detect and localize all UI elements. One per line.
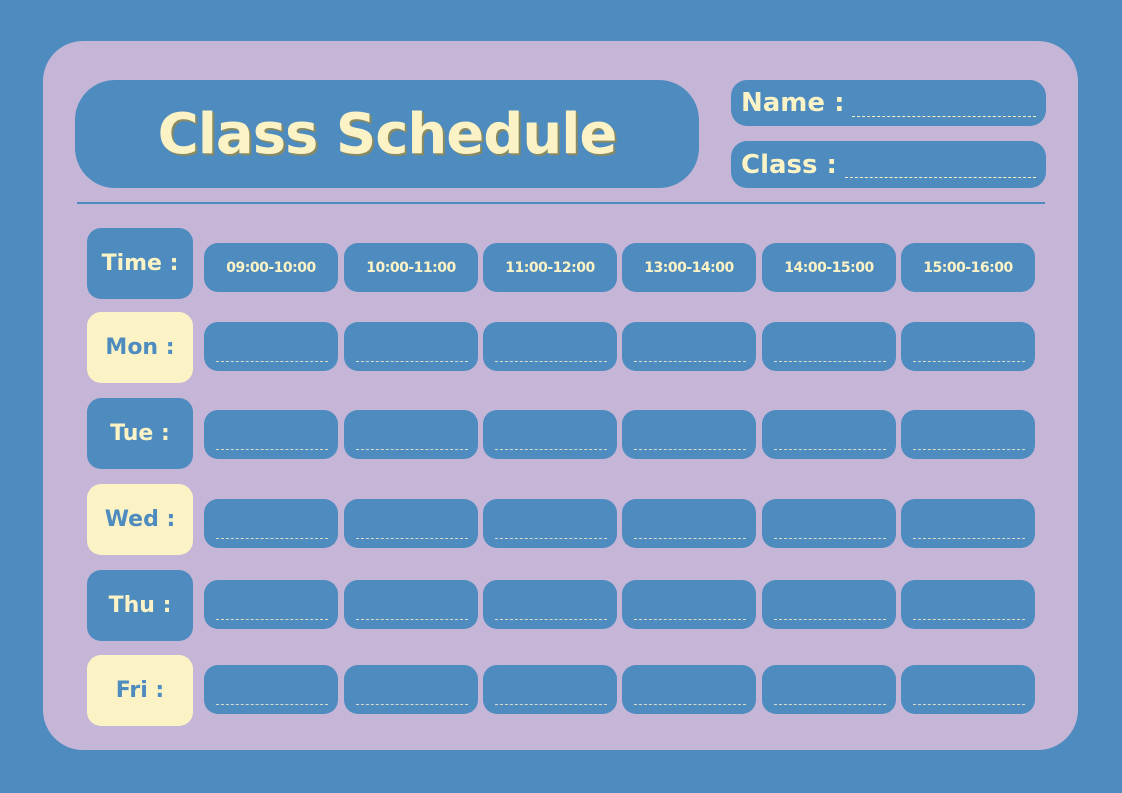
schedule-cell[interactable] — [622, 322, 756, 371]
schedule-cell[interactable] — [901, 410, 1035, 459]
write-line — [634, 449, 746, 450]
write-line — [634, 538, 746, 539]
time-slot-header: 15:00-16:00 — [901, 243, 1035, 292]
schedule-cell[interactable] — [762, 580, 896, 629]
write-line — [495, 538, 607, 539]
write-line — [356, 704, 468, 705]
day-label: Fri : — [87, 655, 193, 726]
day-label: Thu : — [87, 570, 193, 641]
schedule-cell[interactable] — [901, 322, 1035, 371]
day-label: Wed : — [87, 484, 193, 555]
schedule-cell[interactable] — [204, 580, 338, 629]
write-line — [495, 704, 607, 705]
write-line — [774, 538, 886, 539]
day-label: Tue : — [87, 398, 193, 469]
class-field[interactable]: Class : — [731, 141, 1046, 188]
write-line — [913, 704, 1025, 705]
schedule-cell[interactable] — [762, 499, 896, 548]
write-line — [216, 361, 328, 362]
write-line — [774, 704, 886, 705]
schedule-cell[interactable] — [901, 580, 1035, 629]
schedule-cell[interactable] — [622, 580, 756, 629]
time-row-label: Time : — [87, 228, 193, 299]
time-slot-header: 11:00-12:00 — [483, 243, 617, 292]
schedule-cell[interactable] — [204, 499, 338, 548]
write-line — [356, 538, 468, 539]
write-line — [216, 704, 328, 705]
schedule-cell[interactable] — [483, 665, 617, 714]
time-slot-header: 10:00-11:00 — [344, 243, 478, 292]
write-line — [634, 361, 746, 362]
schedule-cell[interactable] — [762, 322, 896, 371]
write-line — [356, 361, 468, 362]
schedule-cell[interactable] — [344, 499, 478, 548]
write-line — [774, 449, 886, 450]
write-line — [913, 538, 1025, 539]
schedule-cell[interactable] — [901, 665, 1035, 714]
name-label: Name : — [741, 88, 845, 118]
schedule-cell[interactable] — [622, 410, 756, 459]
write-line — [774, 361, 886, 362]
schedule-cell[interactable] — [204, 322, 338, 371]
write-line — [356, 619, 468, 620]
schedule-cell[interactable] — [483, 322, 617, 371]
schedule-cell[interactable] — [762, 410, 896, 459]
write-line — [634, 619, 746, 620]
write-line — [913, 619, 1025, 620]
time-slot-header: 13:00-14:00 — [622, 243, 756, 292]
write-line — [774, 619, 886, 620]
schedule-cell[interactable] — [483, 499, 617, 548]
write-line — [634, 704, 746, 705]
write-line — [356, 449, 468, 450]
write-line — [216, 619, 328, 620]
schedule-cell[interactable] — [204, 665, 338, 714]
write-line — [913, 361, 1025, 362]
schedule-cell[interactable] — [204, 410, 338, 459]
time-slot-header: 14:00-15:00 — [762, 243, 896, 292]
write-line — [216, 538, 328, 539]
class-label: Class : — [741, 149, 837, 180]
schedule-cell[interactable] — [483, 580, 617, 629]
schedule-cell[interactable] — [344, 322, 478, 371]
schedule-cell[interactable] — [762, 665, 896, 714]
write-line — [495, 361, 607, 362]
day-label: Mon : — [87, 312, 193, 383]
name-field[interactable]: Name : — [731, 80, 1046, 126]
page-title: Class Schedule — [75, 80, 699, 188]
schedule-cell[interactable] — [483, 410, 617, 459]
divider — [77, 202, 1045, 204]
write-line — [495, 449, 607, 450]
write-line — [913, 449, 1025, 450]
schedule-cell[interactable] — [344, 665, 478, 714]
schedule-cell[interactable] — [622, 665, 756, 714]
schedule-cell[interactable] — [901, 499, 1035, 548]
schedule-cell[interactable] — [344, 410, 478, 459]
time-slot-header: 09:00-10:00 — [204, 243, 338, 292]
class-input-line[interactable] — [844, 165, 1036, 178]
write-line — [216, 449, 328, 450]
schedule-cell[interactable] — [622, 499, 756, 548]
write-line — [495, 619, 607, 620]
schedule-cell[interactable] — [344, 580, 478, 629]
name-input-line[interactable] — [852, 104, 1036, 117]
